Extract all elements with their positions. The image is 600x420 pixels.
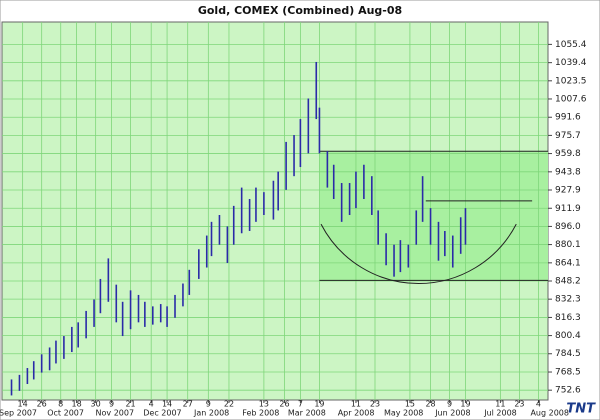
month-label: Feb 2008 bbox=[242, 409, 279, 418]
x-tick-label: 26 bbox=[37, 400, 47, 409]
y-tick-label: 848.2 bbox=[555, 277, 581, 287]
x-tick-label: 14 bbox=[162, 400, 172, 409]
y-tick-label: 959.8 bbox=[555, 149, 581, 159]
chart-title: Gold, COMEX (Combined) Aug-08 bbox=[198, 4, 402, 17]
y-tick-label: 991.6 bbox=[555, 113, 581, 123]
logo: TNT bbox=[566, 402, 596, 417]
y-tick-label: 784.5 bbox=[555, 349, 581, 359]
y-tick-label: 896.0 bbox=[555, 222, 581, 232]
y-tick-label: 975.7 bbox=[555, 131, 581, 141]
x-tick-label: 9 bbox=[206, 400, 211, 409]
y-tick-label: 1055.4 bbox=[555, 40, 587, 50]
y-tick-label: 943.8 bbox=[555, 167, 581, 177]
x-tick-label: 19 bbox=[314, 400, 324, 409]
y-tick-label: 1023.5 bbox=[555, 76, 587, 86]
x-tick-label: 21 bbox=[125, 400, 135, 409]
month-label: Jan 2008 bbox=[193, 409, 229, 418]
x-tick-label: 9 bbox=[109, 400, 114, 409]
y-tick-label: 768.5 bbox=[555, 368, 581, 378]
x-tick-label: 13 bbox=[259, 400, 269, 409]
month-label: Aug 2008 bbox=[530, 409, 569, 418]
y-tick-label: 816.3 bbox=[555, 313, 581, 323]
month-label: May 2008 bbox=[384, 409, 423, 418]
month-label: Apr 2008 bbox=[338, 409, 375, 418]
x-tick-label: 22 bbox=[224, 400, 234, 409]
x-tick-label: 23 bbox=[370, 400, 380, 409]
month-label: Dec 2007 bbox=[143, 409, 181, 418]
x-tick-label: 19 bbox=[460, 400, 470, 409]
x-tick-label: 27 bbox=[183, 400, 193, 409]
month-label: Jul 2008 bbox=[483, 409, 517, 418]
x-tick-label: 28 bbox=[425, 400, 435, 409]
month-label: Jun 2008 bbox=[434, 409, 470, 418]
month-label: Mar 2008 bbox=[288, 409, 326, 418]
x-tick-label: 11 bbox=[495, 400, 505, 409]
y-tick-label: 752.6 bbox=[555, 386, 581, 396]
x-tick-label: 4 bbox=[149, 400, 154, 409]
month-label: Oct 2007 bbox=[47, 409, 84, 418]
y-tick-label: 1039.4 bbox=[555, 58, 587, 68]
y-tick-label: 880.1 bbox=[555, 240, 581, 250]
highlight-zone bbox=[319, 151, 548, 281]
y-tick-label: 927.9 bbox=[555, 185, 581, 195]
arc bbox=[320, 223, 517, 285]
month-label: Nov 2007 bbox=[96, 409, 135, 418]
x-tick-label: 26 bbox=[279, 400, 289, 409]
x-tick-label: 4 bbox=[536, 400, 541, 409]
x-tick-label: 11 bbox=[351, 400, 361, 409]
month-label: Sep 2007 bbox=[0, 409, 37, 418]
x-tick-label: 15 bbox=[405, 400, 415, 409]
y-tick-label: 911.9 bbox=[555, 204, 581, 214]
y-tick-label: 832.3 bbox=[555, 295, 581, 305]
y-tick-label: 800.4 bbox=[555, 331, 581, 341]
x-tick-label: 30 bbox=[91, 400, 101, 409]
x-tick-label: 18 bbox=[72, 400, 82, 409]
x-tick-label: 23 bbox=[514, 400, 524, 409]
x-tick-label: 14 bbox=[18, 400, 28, 409]
x-tick-label: 9 bbox=[447, 400, 452, 409]
y-tick-label: 864.1 bbox=[555, 258, 581, 268]
x-tick-label: 8 bbox=[58, 400, 63, 409]
y-tick-label: 1007.6 bbox=[555, 94, 587, 104]
x-tick-label: 7 bbox=[298, 400, 303, 409]
